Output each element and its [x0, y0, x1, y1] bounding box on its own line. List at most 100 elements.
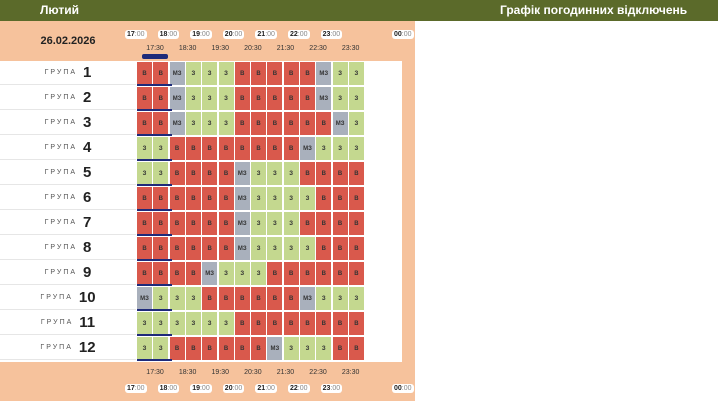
hour-divider — [364, 61, 366, 361]
schedule-cell: В — [202, 137, 218, 160]
footer-hour-label: 18:00 — [157, 384, 180, 393]
schedule-cell: МЗ — [316, 62, 332, 85]
hour-value: 18 — [159, 385, 168, 392]
schedule-cell: В — [137, 212, 152, 235]
schedule-cell: В — [218, 137, 234, 160]
schedule-cell: В — [251, 62, 267, 85]
group-word: ГРУПА — [44, 169, 78, 176]
group-number: 9 — [83, 264, 92, 281]
current-period-underline — [137, 284, 172, 286]
date-label: 26.02.2026 — [0, 21, 136, 61]
header-half-hour-label: 18:30 — [178, 45, 197, 52]
group-row-label: ГРУПА 6 — [0, 186, 136, 210]
schedule-cell: В — [300, 62, 315, 85]
schedule-cell: В — [348, 262, 364, 285]
footer-hour-label: 22:00 — [288, 384, 310, 393]
schedule-cell: В — [348, 312, 364, 335]
schedule-cell: З — [348, 112, 364, 135]
header-hour-label: 17:00 — [125, 30, 147, 39]
header-hour-label: 18:00 — [157, 30, 180, 39]
schedule-cell: В — [316, 212, 332, 235]
group-row-label: ГРУПА 7 — [0, 211, 136, 235]
schedule-cell: З — [348, 62, 364, 85]
hour-divider — [201, 61, 203, 361]
schedule-cell: В — [218, 337, 234, 360]
schedule-cell: В — [348, 212, 364, 235]
schedule-cell: З — [251, 187, 267, 210]
schedule-cell: В — [283, 312, 299, 335]
schedule-cell: З — [283, 187, 299, 210]
schedule-cell: В — [218, 237, 234, 260]
schedule-cell: В — [283, 262, 299, 285]
schedule-cell: З — [267, 212, 283, 235]
group-row-label: ГРУПА 11 — [0, 311, 136, 335]
schedule-cell: В — [153, 62, 169, 85]
schedule-cell: В — [218, 162, 234, 185]
schedule-cell: В — [185, 187, 201, 210]
schedule-cell: В — [169, 337, 185, 360]
header-hour-label: 21:00 — [255, 30, 277, 39]
schedule-cell: В — [218, 212, 234, 235]
schedule-cell: В — [316, 112, 332, 135]
time-footer — [122, 362, 415, 401]
footer-left — [0, 362, 136, 401]
schedule-cell: В — [283, 287, 299, 310]
schedule-cell: В — [251, 87, 267, 110]
group-row-label: ГРУПА 4 — [0, 136, 136, 160]
schedule-cell: В — [169, 262, 185, 285]
hour-value: 20 — [224, 31, 233, 38]
group-number: 6 — [83, 189, 92, 206]
current-period-underline — [137, 309, 172, 311]
schedule-cell: З — [185, 112, 201, 135]
schedule-cell: МЗ — [234, 187, 250, 210]
schedule-cell: З — [251, 212, 267, 235]
schedule-cell: З — [185, 287, 201, 310]
schedule-cell: З — [267, 237, 283, 260]
schedule-cell: В — [251, 312, 267, 335]
schedule-cell: З — [169, 287, 185, 310]
schedule-cell: В — [348, 162, 364, 185]
schedule-cell: МЗ — [234, 237, 250, 260]
current-period-underline — [137, 209, 172, 211]
hour-value: 23 — [322, 385, 331, 392]
schedule-cell: З — [348, 137, 364, 160]
schedule-cell: З — [218, 262, 234, 285]
group-word: ГРУПА — [44, 269, 78, 276]
hour-value: 17 — [127, 31, 135, 38]
schedule-cell: З — [185, 62, 201, 85]
footer-half-hour-label: 22:30 — [309, 369, 327, 376]
schedule-cell: З — [316, 337, 332, 360]
hour-value: 17 — [127, 385, 135, 392]
footer-hour-label: 00:00 — [392, 384, 414, 393]
schedule-cell: В — [348, 187, 364, 210]
group-row-label: ГРУПА 9 — [0, 261, 136, 285]
schedule-cell: В — [202, 337, 218, 360]
schedule-cell: В — [300, 312, 315, 335]
schedule-cell: З — [332, 62, 348, 85]
group-number: 2 — [83, 89, 92, 106]
group-row-label: ГРУПА 12 — [0, 336, 136, 360]
footer-hour-label: 23:00 — [320, 384, 343, 393]
schedule-cell: В — [185, 162, 201, 185]
schedule-cell: З — [316, 287, 332, 310]
schedule-cell: В — [169, 162, 185, 185]
group-word: ГРУПА — [44, 94, 78, 101]
schedule-cell: З — [137, 312, 152, 335]
schedule-cell: З — [202, 62, 218, 85]
schedule-cell: В — [137, 237, 152, 260]
schedule-cell: В — [348, 337, 364, 360]
group-word: ГРУПА — [40, 344, 73, 351]
group-number: 5 — [83, 164, 92, 181]
current-period-underline — [137, 134, 172, 136]
schedule-cell: З — [185, 87, 201, 110]
schedule-cell: З — [283, 212, 299, 235]
schedule-cell: В — [169, 187, 185, 210]
group-number: 7 — [83, 214, 92, 231]
top-bar: Лютий Графік погодинних відключень — [0, 0, 718, 21]
minute-value: :00 — [297, 31, 308, 38]
hour-divider — [299, 61, 300, 361]
minute-value: :00 — [134, 385, 145, 392]
current-period-underline — [137, 334, 172, 336]
schedule-cell: В — [251, 337, 267, 360]
schedule-cell: В — [316, 312, 332, 335]
